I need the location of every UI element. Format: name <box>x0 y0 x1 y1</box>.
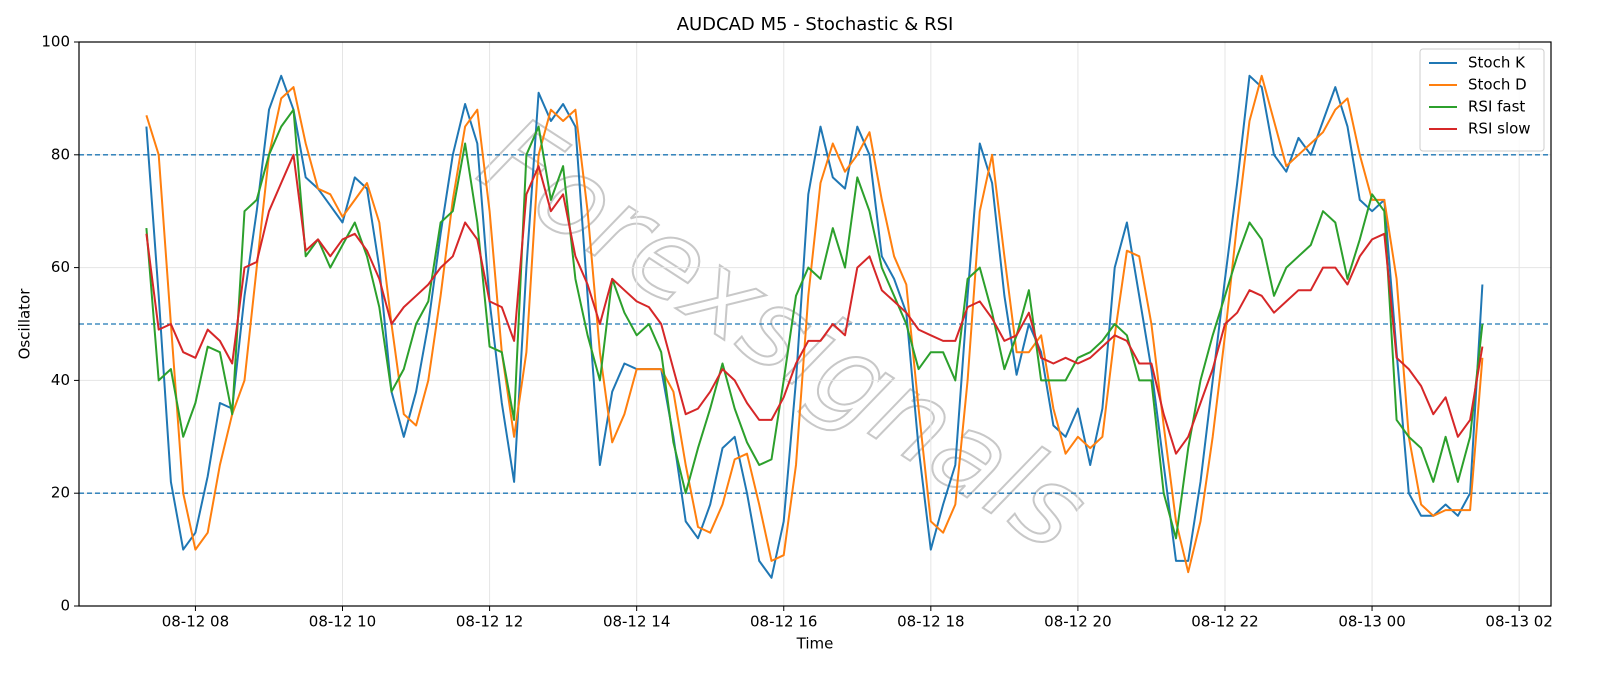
legend-label: Stoch D <box>1468 76 1527 94</box>
y-tick-label: 80 <box>51 145 70 163</box>
series-line <box>145 108 1484 540</box>
series-line <box>145 74 1484 574</box>
chart-title: AUDCAD M5 - Stochastic & RSI <box>677 14 954 35</box>
x-tick-label: 08-12 20 <box>1044 613 1111 631</box>
series-line <box>145 153 1484 455</box>
legend-label: RSI fast <box>1468 98 1525 116</box>
y-tick-label: 0 <box>60 597 70 615</box>
x-tick-label: 08-12 14 <box>603 613 670 631</box>
y-tick-label: 40 <box>51 371 70 389</box>
x-tick-label: 08-12 08 <box>162 613 229 631</box>
x-tick-label: 08-12 22 <box>1191 613 1258 631</box>
y-tick-label: 20 <box>51 484 70 502</box>
x-tick-label: 08-12 10 <box>309 613 376 631</box>
x-tick-label: 08-13 02 <box>1485 613 1552 631</box>
legend-label: RSI slow <box>1468 120 1531 138</box>
y-tick-label: 60 <box>51 258 70 276</box>
legend-box <box>1419 48 1545 152</box>
x-tick-label: 08-12 18 <box>897 613 964 631</box>
x-tick-label: 08-13 00 <box>1338 613 1405 631</box>
legend-label: Stoch K <box>1468 54 1526 72</box>
x-tick-label: 08-12 12 <box>456 613 523 631</box>
y-axis-label: Oscillator <box>16 288 34 360</box>
plot-frame <box>78 41 1552 607</box>
x-axis-label: Time <box>796 635 834 653</box>
y-tick-label: 100 <box>41 33 70 51</box>
x-tick-label: 08-12 16 <box>750 613 817 631</box>
